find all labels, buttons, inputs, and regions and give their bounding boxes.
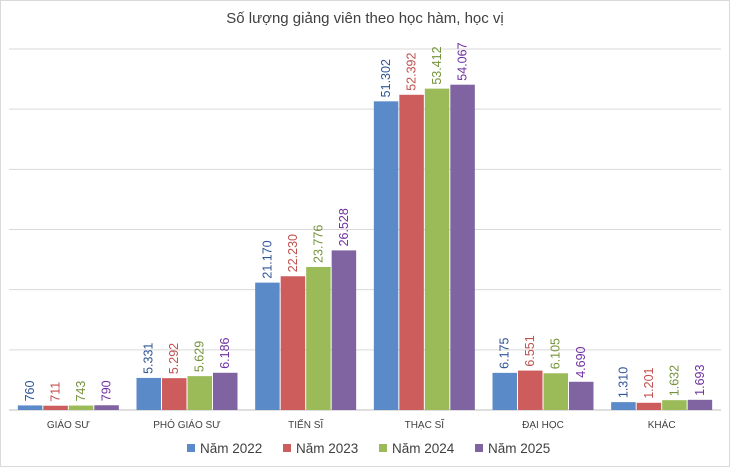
legend-swatch xyxy=(283,444,291,452)
category-label: ĐẠI HỌC xyxy=(522,420,564,431)
bar-2-1 xyxy=(43,405,68,410)
legend-label: Năm 2024 xyxy=(392,441,455,456)
bar-3-1 xyxy=(68,405,94,410)
data-label: 5.629 xyxy=(193,341,207,372)
data-label: 5.331 xyxy=(142,343,156,374)
bar-2-2 xyxy=(162,378,187,410)
bar-3-2 xyxy=(187,376,212,410)
data-label: 1.693 xyxy=(693,364,707,395)
data-label: 6.105 xyxy=(549,338,563,369)
data-label: 1.310 xyxy=(616,367,630,398)
category-label: PHÓ GIÁO SƯ xyxy=(153,418,221,431)
bar-4-1 xyxy=(94,405,119,410)
data-label: 53.412 xyxy=(430,46,444,84)
data-label: 51.302 xyxy=(379,59,393,97)
chart-title: Số lượng giảng viên theo học hàm, học vị xyxy=(226,10,504,27)
data-label: 743 xyxy=(74,381,88,402)
data-label: 23.776 xyxy=(311,225,325,263)
bar-1-4 xyxy=(373,101,399,410)
bar-2-6 xyxy=(636,402,662,410)
bar-1-5 xyxy=(492,372,517,410)
bar-3-4 xyxy=(424,88,450,410)
bar-3-6 xyxy=(662,400,687,410)
data-label: 26.528 xyxy=(337,208,351,246)
data-label: 21.170 xyxy=(260,240,274,278)
legend-label: Năm 2022 xyxy=(200,441,262,456)
bar-4-3 xyxy=(331,250,357,410)
bar-2-5 xyxy=(518,370,543,410)
data-label: 54.067 xyxy=(456,42,470,80)
bars xyxy=(17,84,713,410)
gridlines xyxy=(9,48,721,411)
legend-label: Năm 2025 xyxy=(488,441,550,456)
bar-1-1 xyxy=(17,405,43,410)
data-label: 1.201 xyxy=(642,367,656,398)
data-labels: 760 711 743 790 5.331 5.292 5.629 6.186 21.170 22… xyxy=(23,42,707,401)
data-label: 760 xyxy=(23,381,37,402)
bar-1-2 xyxy=(136,377,161,410)
data-label: 6.175 xyxy=(498,338,512,369)
data-label: 5.292 xyxy=(167,343,181,374)
bar-1-3 xyxy=(255,282,280,410)
legend-swatch xyxy=(379,444,387,452)
legend: Năm 2022 Năm 2023 Năm 2024 Năm 2025 xyxy=(187,441,550,456)
data-label: 711 xyxy=(49,382,63,402)
data-label: 1.632 xyxy=(667,365,681,396)
bar-2-4 xyxy=(399,94,424,410)
bar-3-5 xyxy=(543,373,568,410)
data-label: 52.392 xyxy=(405,52,419,90)
data-label: 6.551 xyxy=(523,335,537,366)
category-label: TIẾN SĨ xyxy=(288,418,324,431)
legend-swatch xyxy=(187,444,195,452)
category-label: KHÁC xyxy=(648,418,676,431)
bar-4-2 xyxy=(213,372,238,410)
legend-label: Năm 2023 xyxy=(296,441,358,456)
bar-4-6 xyxy=(687,399,713,410)
bar-2-3 xyxy=(280,276,306,410)
data-label: 790 xyxy=(100,380,114,401)
category-labels: GIÁO SƯ PHÓ GIÁO SƯ TIẾN SĨ THẠC SĨ ĐẠI HỌC K… xyxy=(47,418,676,431)
data-label: 6.186 xyxy=(218,337,232,368)
bar-1-6 xyxy=(611,402,636,410)
bar-4-5 xyxy=(569,381,594,410)
bar-4-4 xyxy=(450,84,475,410)
bar-3-3 xyxy=(306,266,331,410)
legend-swatch xyxy=(475,444,483,452)
data-label: 4.690 xyxy=(574,346,588,377)
data-label: 22.230 xyxy=(286,234,300,272)
category-label: THẠC SĨ xyxy=(405,418,446,431)
category-label: GIÁO SƯ xyxy=(47,418,90,431)
